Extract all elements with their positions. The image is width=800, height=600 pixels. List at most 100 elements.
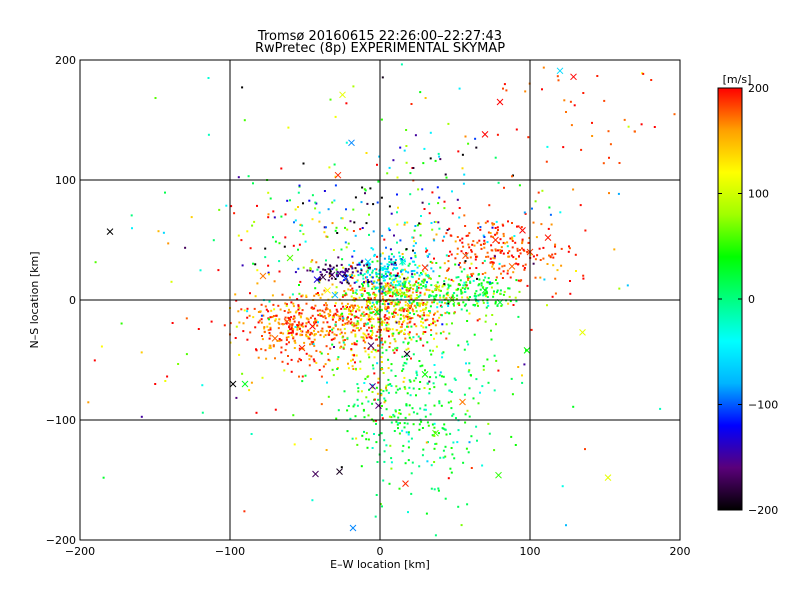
scatter-point: [486, 281, 489, 284]
scatter-point: [323, 335, 325, 338]
scatter-point: [492, 267, 495, 270]
scatter-point: [417, 335, 420, 338]
x-marker: [283, 318, 291, 325]
scatter-point: [381, 290, 384, 293]
scatter-point: [468, 369, 471, 372]
scatter-point: [466, 340, 469, 343]
scatter-point: [507, 252, 509, 255]
scatter-point: [289, 199, 291, 202]
scatter-point: [401, 269, 404, 272]
scatter-point: [412, 310, 415, 313]
scatter-point: [335, 268, 338, 271]
scatter-point: [414, 225, 417, 227]
scatter-point: [301, 224, 304, 227]
scatter-point: [435, 345, 438, 348]
scatter-point: [449, 250, 452, 253]
scatter-point: [267, 213, 270, 216]
scatter-point: [381, 351, 384, 354]
scatter-point: [291, 329, 294, 332]
scatter-point: [368, 336, 371, 339]
scatter-point: [364, 322, 367, 325]
scatter-point: [355, 310, 357, 313]
scatter-point: [460, 250, 463, 253]
scatter-point: [396, 211, 398, 214]
scatter-point: [511, 222, 513, 224]
scatter-point: [372, 282, 375, 285]
scatter-point: [419, 407, 422, 410]
scatter-point: [420, 215, 422, 217]
scatter-point: [386, 265, 389, 268]
scatter-point: [466, 274, 469, 277]
scatter-point: [461, 241, 464, 244]
scatter-point: [457, 344, 460, 347]
scatter-point: [503, 290, 506, 293]
scatter-point: [511, 236, 514, 239]
scatter-point: [502, 232, 505, 235]
scatter-point: [437, 202, 440, 205]
scatter-point: [398, 255, 401, 258]
scatter-point: [403, 277, 406, 280]
scatter-point: [334, 312, 337, 315]
scatter-point: [476, 255, 479, 258]
scatter-point: [467, 343, 470, 346]
scatter-point: [464, 421, 467, 424]
scatter-point: [441, 301, 443, 304]
scatter-point: [301, 375, 304, 378]
scatter-point: [217, 269, 220, 272]
scatter-point: [394, 311, 397, 314]
scatter-point: [292, 318, 295, 320]
scatter-point: [404, 294, 407, 297]
scatter-point: [382, 288, 385, 291]
scatter-point: [337, 256, 340, 259]
scatter-point: [367, 300, 369, 303]
scatter-point: [537, 191, 540, 194]
scatter-point: [459, 239, 462, 242]
scatter-point: [388, 229, 391, 232]
scatter-point: [447, 300, 450, 303]
scatter-point: [451, 294, 454, 297]
scatter-point: [408, 404, 411, 407]
scatter-point: [456, 253, 459, 255]
scatter-point: [641, 72, 644, 75]
scatter-point: [432, 382, 435, 385]
scatter-point: [395, 385, 398, 388]
scatter-point: [319, 312, 321, 315]
scatter-point: [366, 270, 369, 273]
scatter-point: [449, 389, 452, 392]
scatter-point: [456, 294, 459, 297]
scatter-point: [396, 297, 399, 300]
colorbar-tick-label: −200: [748, 504, 778, 517]
scatter-point: [491, 261, 494, 264]
scatter-point: [390, 467, 393, 470]
scatter-point: [327, 267, 330, 270]
scatter-point: [450, 471, 453, 474]
scatter-point: [243, 119, 246, 122]
scatter-point: [490, 261, 493, 263]
scatter-point: [314, 207, 317, 210]
scatter-point: [396, 284, 399, 287]
scatter-point: [384, 293, 387, 296]
scatter-point: [367, 315, 370, 318]
scatter-point: [405, 295, 408, 298]
scatter-point: [379, 368, 382, 371]
scatter-point: [450, 253, 453, 256]
scatter-point: [420, 287, 423, 290]
scatter-point: [268, 347, 271, 349]
scatter-point: [332, 374, 335, 377]
scatter-point: [456, 198, 459, 201]
scatter-point: [243, 510, 246, 513]
scatter-point: [442, 294, 445, 297]
scatter-point: [465, 252, 468, 254]
scatter-point: [268, 273, 270, 276]
scatter-point: [534, 258, 537, 261]
scatter-point: [385, 387, 387, 390]
scatter-point: [483, 259, 486, 262]
scatter-point: [254, 326, 257, 329]
scatter-point: [334, 324, 337, 327]
scatter-point: [474, 292, 477, 295]
scatter-point: [393, 338, 396, 341]
scatter-point: [528, 237, 531, 239]
scatter-point: [433, 422, 436, 425]
scatter-point: [338, 319, 341, 322]
scatter-point: [93, 359, 96, 362]
